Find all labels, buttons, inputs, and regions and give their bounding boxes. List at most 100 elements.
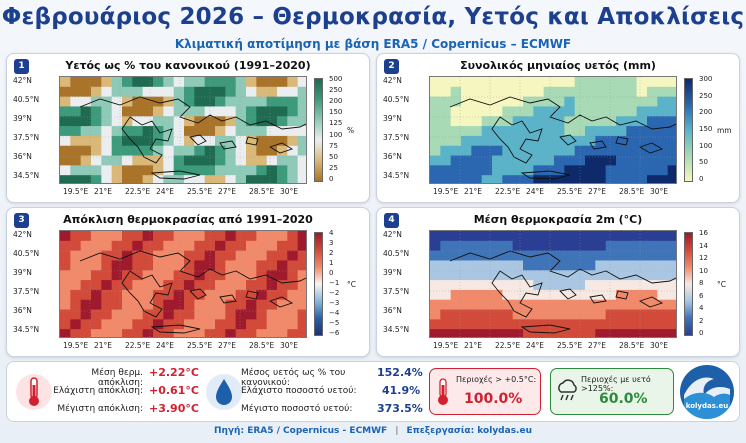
colorbar-unit: °C <box>347 280 356 289</box>
footer-source: Πηγή: ERA5 / Copernicus - ECMWF <box>213 426 388 436</box>
lat-tick: 42°N <box>13 230 32 239</box>
lon-tick: 21°E <box>464 187 483 196</box>
lat-tick: 37.5°N <box>13 287 40 296</box>
precip-mean-label: Μέσος υετός ως % του κανονικού: <box>241 368 346 388</box>
temp-max-label: Μέγιστη απόκλιση: <box>57 404 143 414</box>
temp-min-value: +0.61°C <box>149 384 199 397</box>
lat-tick: 40.5°N <box>383 95 410 104</box>
colorbar-tick: 3 <box>329 239 334 247</box>
colorbar-tick: 10 <box>699 266 708 275</box>
panel-number: 4 <box>384 213 399 228</box>
lat-tick: 37.5°N <box>383 133 410 142</box>
map-svg <box>430 77 676 183</box>
map-field <box>429 76 677 184</box>
lat-tick: 39°N <box>383 268 402 277</box>
colorbar-tick: 150 <box>699 125 713 133</box>
colorbar-tick: 200 <box>329 97 343 106</box>
wet-area-value: 60.0% <box>599 391 648 407</box>
lon-tick: 19.5°E <box>433 341 459 350</box>
lon-tick: 30°E <box>280 341 299 350</box>
precip-min-label: Ελάχιστο ποσοστό υετού: <box>241 386 357 396</box>
lon-tick: 22.5°E <box>125 187 151 196</box>
lon-tick: 27°E <box>218 341 237 350</box>
panel-title: Μέση θερμοκρασία 2m (°C) <box>473 213 643 226</box>
lat-tick: 36°N <box>13 306 32 315</box>
lon-tick: 27°E <box>588 341 607 350</box>
rain-cloud-icon <box>558 379 577 401</box>
page-subtitle: Κλιματική αποτίμηση με βάση ERA5 / Coper… <box>174 37 572 51</box>
colorbar <box>684 232 693 336</box>
lat-tick: 39°N <box>13 114 32 123</box>
lon-tick: 22.5°E <box>495 187 521 196</box>
lon-tick: 25.5°E <box>187 187 213 196</box>
lon-tick: 24°E <box>526 341 545 350</box>
wave-logo-icon: kolydas.eu <box>680 365 734 419</box>
panel-title: Υετός ως % του κανονικού (1991–2020) <box>65 59 311 72</box>
map-panel-3: 3 Απόκλιση θερμοκρασίας από 1991–2020 42°… <box>6 207 370 357</box>
colorbar-tick: 75 <box>329 141 338 150</box>
colorbar-tick: −5 <box>329 319 340 327</box>
colorbar <box>314 78 323 182</box>
lat-tick: 36°N <box>13 152 32 161</box>
temp-mean-label: Μέση θερμ. απόκλιση: <box>91 368 143 388</box>
map-panel-1: 1 Υετός ως % του κανονικού (1991–2020) 42… <box>6 53 370 203</box>
lat-tick: 39°N <box>13 268 32 277</box>
colorbar-tick: 250 <box>329 86 343 95</box>
lat-tick: 36°N <box>383 152 402 161</box>
lat-tick: 42°N <box>383 230 402 239</box>
lon-tick: 19.5°E <box>63 187 89 196</box>
lon-tick: 21°E <box>94 187 113 196</box>
lon-tick: 25.5°E <box>187 341 213 350</box>
precip-mean-value: 152.4% <box>377 366 423 379</box>
colorbar-tick: −1 <box>329 279 340 287</box>
warm-area-label: Περιοχές > +0.5°C: <box>456 375 537 384</box>
lon-tick: 28.5°E <box>249 341 275 350</box>
colorbar-tick: −6 <box>329 329 340 337</box>
panel-number: 1 <box>14 59 29 74</box>
lat-tick: 36°N <box>383 306 402 315</box>
map-panel-2: 2 Συνολικός μηνιαίος υετός (mm) 42°N 40.5°… <box>376 53 740 203</box>
lat-tick: 42°N <box>13 76 32 85</box>
lat-tick: 34.5°N <box>383 325 410 334</box>
lon-tick: 24°E <box>526 187 545 196</box>
colorbar-tick: 50 <box>699 158 708 167</box>
map-field <box>59 230 307 338</box>
footer-separator: | <box>395 426 399 436</box>
colorbar-tick: 4 <box>329 229 334 237</box>
map-svg <box>60 231 306 337</box>
footer-processing: Επεξεργασία: kolydas.eu <box>406 426 532 436</box>
colorbar-tick: 125 <box>329 119 343 128</box>
map-panel-4: 4 Μέση θερμοκρασία 2m (°C) 42°N 40.5°N 39°N… <box>376 207 740 357</box>
lon-tick: 30°E <box>280 187 299 196</box>
page-title: Φεβρουάριος 2026 – Θερμοκρασία, Υετός κα… <box>1 4 745 30</box>
lat-tick: 39°N <box>383 114 402 123</box>
lon-tick: 24°E <box>156 187 175 196</box>
thermometer-icon <box>16 374 52 410</box>
colorbar-tick: 12 <box>699 254 708 262</box>
lon-tick: 21°E <box>464 341 483 350</box>
lat-tick: 40.5°N <box>383 249 410 258</box>
colorbar-tick: 0 <box>329 269 334 277</box>
map-field <box>59 76 307 184</box>
colorbar-tick: −3 <box>329 299 340 307</box>
lon-tick: 28.5°E <box>249 187 275 196</box>
colorbar-tick: 250 <box>699 91 713 100</box>
precip-min-value: 41.9% <box>382 384 421 397</box>
panel-number: 3 <box>14 213 29 228</box>
colorbar-tick: 1 <box>329 259 334 267</box>
colorbar-tick: 8 <box>699 279 704 287</box>
colorbar-tick: 6 <box>699 291 704 300</box>
map-svg <box>60 77 306 183</box>
colorbar-tick: −2 <box>329 289 340 297</box>
lon-tick: 19.5°E <box>433 187 459 196</box>
lon-tick: 27°E <box>588 187 607 196</box>
colorbar <box>314 232 323 336</box>
thermometer-icon <box>438 378 448 405</box>
lat-tick: 34.5°N <box>383 171 410 180</box>
lon-tick: 30°E <box>650 187 669 196</box>
precip-max-label: Μέγιστο ποσοστό υετού: <box>241 404 353 414</box>
lat-tick: 42°N <box>383 76 402 85</box>
colorbar-tick: 0 <box>329 175 334 183</box>
colorbar-tick: 2 <box>699 316 704 325</box>
